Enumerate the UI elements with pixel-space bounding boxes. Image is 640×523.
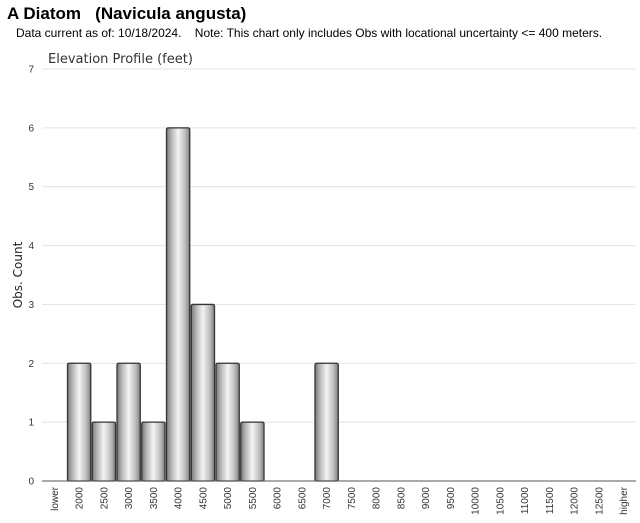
bar (190, 303, 216, 482)
x-tick-label: lower (50, 486, 61, 511)
x-tick-label: 7500 (347, 487, 358, 510)
bar (314, 362, 339, 482)
x-tick-label: 7000 (322, 487, 333, 510)
gridlines (42, 68, 636, 423)
x-tick-label: 6500 (297, 487, 308, 510)
x-tick-label: 8000 (372, 487, 383, 510)
y-tick-label: 4 (28, 241, 34, 252)
x-tick-label: 5500 (248, 487, 259, 510)
x-tick-labels: lower 2000 2500 3000 3500 4000 4500 5000 5500 600… (50, 486, 630, 514)
x-tick-label: 8500 (396, 487, 407, 510)
x-tick-label: 10500 (495, 487, 506, 515)
x-tick-label: 11500 (545, 487, 556, 515)
bar (91, 421, 117, 482)
x-tick-label: 2500 (99, 487, 110, 510)
y-tick-labels: 0 1 2 3 4 5 6 7 (28, 65, 34, 488)
y-tick-label: 5 (28, 182, 34, 193)
data-note: Data current as of: 10/18/2024. Note: Th… (16, 26, 603, 40)
bar (66, 362, 92, 482)
bar (141, 421, 166, 482)
x-tick-label: 3000 (124, 487, 135, 510)
x-tick-label: 3500 (149, 487, 160, 510)
bar (165, 127, 191, 482)
x-tick-label: 4000 (174, 487, 185, 510)
x-tick-label: 10000 (471, 487, 482, 515)
x-tick-label: 4500 (198, 487, 209, 510)
bar (116, 362, 141, 482)
x-tick-label: higher (619, 486, 630, 514)
x-tick-label: 12000 (570, 487, 581, 515)
y-tick-label: 6 (28, 123, 34, 134)
x-tick-label: 12500 (594, 487, 605, 515)
y-tick-label: 1 (28, 418, 34, 429)
x-tick-label: 11000 (520, 487, 531, 515)
chart-title: Elevation Profile (feet) (48, 52, 193, 67)
y-tick-label: 3 (28, 300, 34, 311)
y-tick-label: 2 (28, 359, 34, 370)
x-tick-label: 2000 (75, 487, 86, 510)
bar (240, 421, 265, 482)
x-tick-label: 9000 (421, 487, 432, 510)
bar (215, 362, 240, 482)
page-title: A Diatom (Navicula angusta) (7, 4, 247, 23)
x-tick-label: 5000 (223, 487, 234, 510)
y-tick-label: 0 (28, 477, 34, 488)
x-tick-label: 6000 (273, 487, 284, 510)
bars (66, 127, 339, 482)
y-tick-label: 7 (28, 65, 34, 76)
y-axis-title: Obs. Count (11, 241, 25, 308)
x-tick-label: 9500 (446, 487, 457, 510)
